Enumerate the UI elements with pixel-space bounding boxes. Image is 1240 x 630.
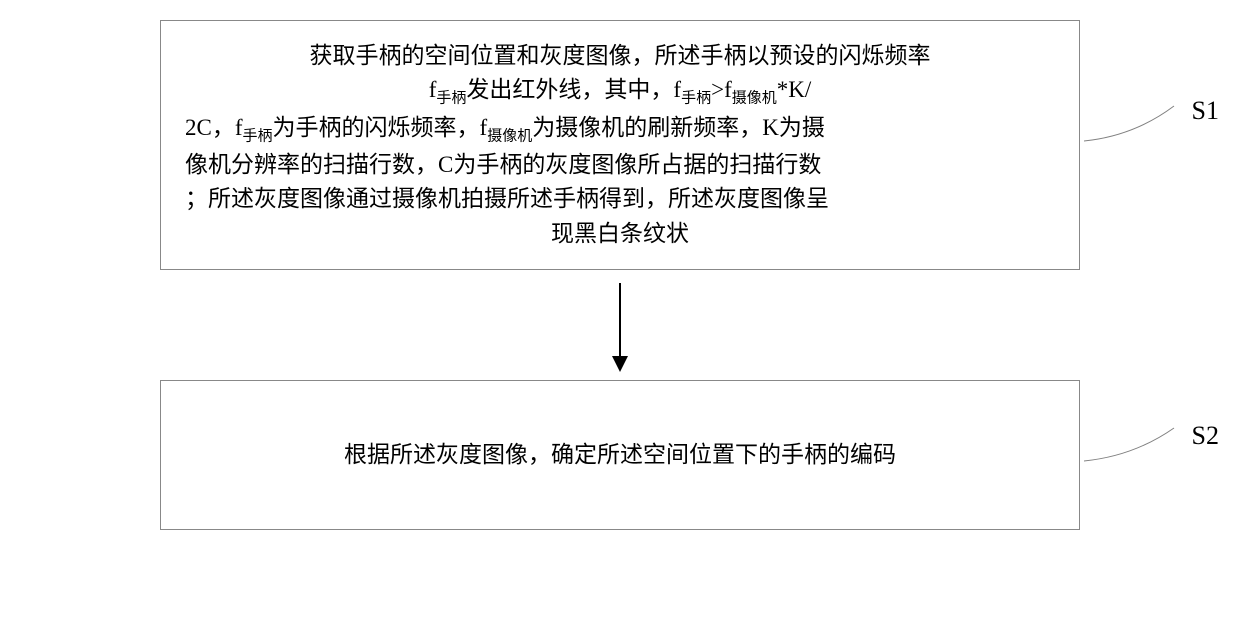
label-s1: S1 [1192,96,1219,126]
s1-line5: ；所述灰度图像通过摄像机拍摄所述手柄得到，所述灰度图像呈 [185,182,1055,217]
s1-line4: 像机分辨率的扫描行数，C为手柄的灰度图像所占据的扫描行数 [185,148,1055,183]
arrow-head-icon [612,356,628,372]
s1-l3-sub1: 手柄 [243,128,273,144]
step-s2-text: 根据所述灰度图像，确定所述空间位置下的手柄的编码 [344,438,896,473]
connector-s2-svg [1084,426,1184,476]
label-s2: S2 [1192,421,1219,451]
s1-l2-mid1: 发出红外线，其中，f [466,77,681,102]
s1-l2-sub1: 手柄 [436,91,466,107]
arrow-line [619,283,621,368]
s1-line6: 现黑白条纹状 [185,217,1055,252]
s1-l3-pre: 2C，f [185,115,243,140]
s1-l2-sub3: 摄像机 [732,91,777,107]
flowchart-container: 获取手柄的空间位置和灰度图像，所述手柄以预设的闪烁频率 f手柄发出红外线，其中，… [40,20,1200,530]
flowchart-step-s2: 根据所述灰度图像，确定所述空间位置下的手柄的编码 S2 [160,380,1080,530]
s1-line1: 获取手柄的空间位置和灰度图像，所述手柄以预设的闪烁频率 [310,43,931,68]
step-s1-text: 获取手柄的空间位置和灰度图像，所述手柄以预设的闪烁频率 f手柄发出红外线，其中，… [185,39,1055,251]
flowchart-step-s1: 获取手柄的空间位置和灰度图像，所述手柄以预设的闪烁频率 f手柄发出红外线，其中，… [160,20,1080,270]
connector-s1-svg [1084,101,1184,151]
s1-l2-mid2: >f [711,77,732,102]
s1-l3-end: 为摄像机的刷新频率，K为摄 [532,115,825,140]
s1-l2-sub2: 手柄 [681,91,711,107]
s1-l2-end: *K/ [777,77,812,102]
arrow-s1-to-s2 [619,270,621,380]
s1-l3-mid1: 为手柄的闪烁频率，f [273,115,488,140]
s1-l3-sub2: 摄像机 [487,128,532,144]
